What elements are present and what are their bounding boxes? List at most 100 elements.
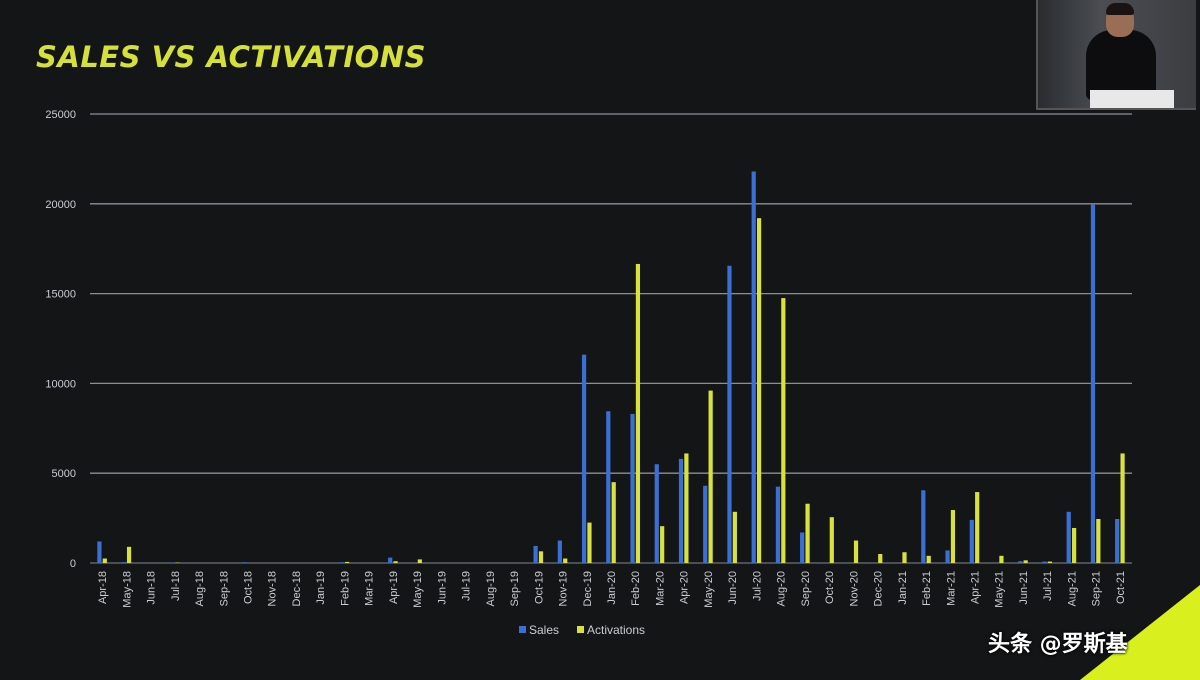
x-tick-label: Nov-19 [558, 571, 570, 606]
page-title: SALES VS ACTIVATIONS [36, 40, 426, 74]
activations-bar [417, 559, 422, 563]
sales-bar [703, 485, 708, 563]
x-tick-label: Apr-19 [388, 571, 400, 604]
x-tick-label: Jan-21 [897, 571, 909, 605]
x-tick-label: Feb-21 [921, 571, 933, 606]
activations-bar [611, 482, 616, 563]
activations-bar [853, 540, 859, 563]
legend-swatch-activations [577, 626, 584, 633]
legend: Sales Activations [519, 623, 645, 637]
activations-bar [975, 492, 980, 563]
x-tick-label: Apr-20 [679, 571, 691, 604]
x-tick-label: Apr-18 [97, 571, 109, 604]
x-tick-label: Jan-19 [315, 571, 327, 605]
y-axis: 0 5000 10000 15000 20000 25000 [45, 109, 76, 570]
x-tick-label: Oct-19 [533, 571, 545, 604]
gridlines [90, 113, 1132, 564]
activations-bar [950, 510, 956, 563]
x-tick-label: Mar-20 [654, 571, 666, 606]
activations-bar [393, 561, 398, 563]
sales-bar [533, 545, 538, 563]
sales-bar [606, 411, 611, 563]
activations-bar [587, 522, 592, 563]
x-tick-label: Oct-20 [824, 571, 836, 604]
activations-bar [732, 511, 737, 563]
activations-bar [805, 503, 810, 563]
activations-bar [102, 558, 107, 563]
x-tick-label: Feb-19 [339, 571, 351, 606]
y-tick-label: 15000 [45, 289, 76, 301]
sales-bar [581, 354, 587, 563]
podium [1090, 90, 1174, 108]
x-tick-label: Aug-19 [485, 571, 497, 606]
x-tick-label: Jul-19 [461, 571, 473, 601]
sales-bar [121, 562, 126, 563]
sales-bar [945, 550, 950, 563]
activations-bar [684, 453, 689, 563]
activations-bar [756, 218, 762, 563]
sales-bar [1090, 204, 1096, 563]
sales-bar [1066, 511, 1071, 563]
x-tick-label: Sep-18 [218, 571, 230, 606]
y-tick-label: 25000 [45, 109, 76, 121]
y-tick-label: 20000 [45, 199, 76, 211]
x-tick-label: Mar-19 [364, 571, 376, 606]
legend-swatch-sales [519, 626, 526, 633]
sales-bar [1115, 518, 1120, 563]
activations-bar [635, 263, 641, 563]
activations-bar [926, 555, 931, 563]
sales-bar [800, 532, 805, 563]
activations-bar [829, 517, 834, 563]
activations-bar [1023, 560, 1028, 563]
activations-bar [999, 555, 1004, 563]
x-tick-label: Aug-20 [776, 571, 788, 606]
y-tick-label: 5000 [52, 468, 76, 480]
x-tick-label: Jun-18 [146, 571, 158, 605]
x-tick-label: May-21 [994, 571, 1006, 608]
speaker-camera-inset [1036, 0, 1196, 110]
sales-bar [97, 541, 102, 563]
x-tick-label: Oct-18 [243, 571, 255, 604]
sales-bar [969, 519, 974, 563]
watermark: 头条 @罗斯基 [988, 632, 1128, 657]
sales-bar [1042, 561, 1047, 563]
sales-bar [654, 464, 659, 563]
x-tick-label: Dec-18 [291, 571, 303, 606]
x-tick-label: Aug-18 [194, 571, 206, 606]
sales-bar [775, 486, 781, 563]
x-tick-label: Jun-21 [1018, 571, 1030, 605]
activations-bar [563, 558, 568, 563]
x-tick-label: Jul-21 [1042, 571, 1054, 601]
sales-bar [678, 458, 684, 563]
x-tick-label: Jul-18 [170, 571, 182, 601]
x-tick-label: Apr-21 [969, 571, 981, 604]
activations-bar [660, 526, 665, 563]
sales-bar [921, 490, 926, 563]
sales-bar [630, 413, 635, 563]
activations-bar [781, 298, 786, 563]
bars [97, 171, 1125, 564]
activations-bar [1120, 453, 1125, 563]
activations-bar [708, 390, 713, 563]
x-tick-label: Mar-21 [945, 571, 957, 606]
x-tick-label: Sep-20 [800, 571, 812, 606]
activations-bar [126, 546, 132, 563]
x-tick-label: May-19 [412, 571, 424, 608]
sales-bar [557, 540, 562, 563]
x-tick-label: Jun-19 [436, 571, 448, 605]
activations-bar [1072, 527, 1077, 563]
x-tick-label: Aug-21 [1066, 571, 1078, 606]
x-tick-label: Nov-18 [267, 571, 279, 606]
sales-bar [1018, 561, 1023, 563]
x-tick-label: Nov-20 [848, 571, 860, 606]
speaker-figure [1086, 30, 1156, 100]
x-tick-label: Dec-20 [873, 571, 885, 606]
sales-bar [388, 557, 393, 563]
x-tick-label: Jul-20 [751, 571, 763, 601]
activations-bar [538, 551, 544, 563]
y-tick-label: 0 [70, 558, 76, 570]
x-tick-label: May-18 [121, 571, 133, 608]
sales-bar [242, 562, 247, 563]
